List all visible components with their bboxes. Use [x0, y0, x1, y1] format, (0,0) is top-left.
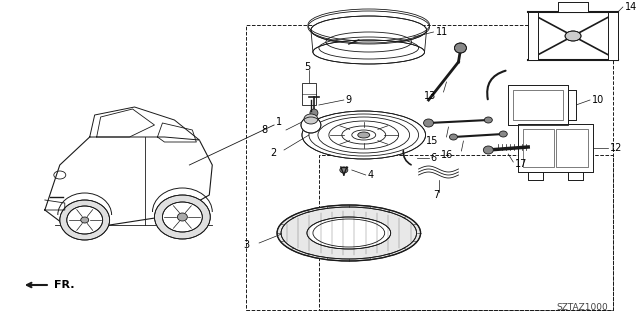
- Ellipse shape: [358, 132, 370, 138]
- Bar: [568, 90, 576, 120]
- Ellipse shape: [311, 16, 426, 44]
- Bar: [528, 12, 538, 60]
- Bar: [508, 85, 568, 125]
- Bar: [528, 172, 543, 180]
- Text: 3: 3: [243, 240, 249, 250]
- Ellipse shape: [67, 206, 102, 234]
- Ellipse shape: [163, 202, 202, 232]
- Text: 7: 7: [433, 190, 440, 200]
- Bar: [558, 2, 588, 12]
- Bar: [518, 124, 593, 172]
- Text: 10: 10: [592, 95, 604, 105]
- Ellipse shape: [60, 200, 109, 240]
- Bar: [319, 155, 613, 310]
- Text: 11: 11: [435, 27, 448, 37]
- Bar: [558, 2, 588, 12]
- Ellipse shape: [454, 43, 467, 53]
- Bar: [568, 90, 576, 120]
- Ellipse shape: [449, 134, 458, 140]
- Ellipse shape: [310, 109, 318, 117]
- Bar: [518, 124, 593, 172]
- Text: 12: 12: [610, 143, 622, 153]
- Text: 5: 5: [304, 62, 310, 72]
- Bar: [528, 12, 618, 60]
- Bar: [513, 90, 563, 120]
- Text: 14: 14: [625, 2, 637, 12]
- Ellipse shape: [307, 217, 390, 249]
- Bar: [246, 25, 613, 310]
- Ellipse shape: [340, 167, 348, 173]
- Ellipse shape: [302, 111, 426, 159]
- Text: 1: 1: [276, 117, 282, 127]
- Polygon shape: [90, 107, 199, 140]
- Text: 16: 16: [441, 150, 454, 160]
- Text: 9: 9: [346, 95, 352, 105]
- Ellipse shape: [484, 117, 492, 123]
- Text: 2: 2: [270, 148, 276, 158]
- Ellipse shape: [483, 146, 493, 154]
- Ellipse shape: [281, 207, 417, 259]
- Text: 4: 4: [368, 170, 374, 180]
- Bar: [508, 85, 568, 125]
- Bar: [524, 129, 554, 167]
- Bar: [568, 172, 583, 180]
- Bar: [528, 172, 543, 180]
- Ellipse shape: [565, 31, 581, 41]
- Ellipse shape: [177, 213, 188, 221]
- Ellipse shape: [313, 40, 424, 64]
- Text: SZTAZ1000: SZTAZ1000: [556, 303, 608, 313]
- Ellipse shape: [81, 217, 89, 223]
- Text: 17: 17: [515, 159, 527, 169]
- Text: 8: 8: [261, 125, 268, 135]
- Polygon shape: [45, 130, 212, 225]
- Ellipse shape: [301, 117, 321, 133]
- Ellipse shape: [499, 131, 508, 137]
- Text: FR.: FR.: [54, 280, 74, 290]
- Bar: [568, 172, 583, 180]
- Ellipse shape: [277, 205, 420, 261]
- Bar: [556, 129, 588, 167]
- Bar: [608, 12, 618, 60]
- Bar: [528, 12, 538, 60]
- Text: 15: 15: [426, 136, 438, 146]
- Bar: [302, 83, 316, 105]
- Bar: [608, 12, 618, 60]
- Text: 13: 13: [424, 91, 436, 101]
- Ellipse shape: [304, 114, 318, 124]
- Text: 6: 6: [431, 153, 436, 163]
- Ellipse shape: [424, 119, 433, 127]
- Ellipse shape: [154, 195, 211, 239]
